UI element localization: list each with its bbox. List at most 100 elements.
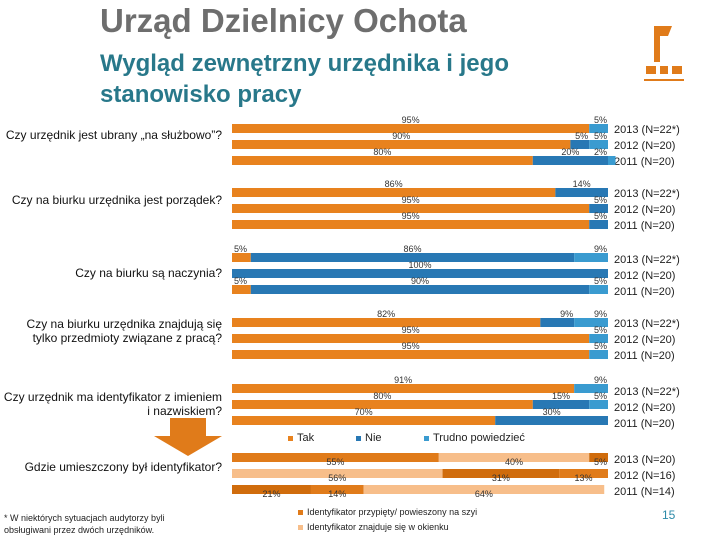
data-label: 13% bbox=[575, 473, 593, 483]
page-subtitle: Wygląd zewnętrzny urzędnika i jego stano… bbox=[100, 50, 509, 108]
legend-swatch bbox=[288, 435, 293, 441]
year-label: 2012 (N=20) bbox=[614, 334, 676, 346]
data-label: 9% bbox=[560, 309, 573, 319]
bar-segment-nie bbox=[589, 220, 608, 229]
year-label: 2011 (N=20) bbox=[614, 286, 675, 298]
bar-segment-location bbox=[559, 469, 608, 478]
legend-swatch bbox=[356, 435, 361, 441]
year-label: 2012 (N=20) bbox=[614, 270, 676, 282]
year-label: 2012 (N=20) bbox=[614, 204, 676, 216]
data-label: 9% bbox=[594, 375, 607, 385]
legend-item-na-szyi: Identyfikator przypięty/ powieszony na s… bbox=[298, 507, 477, 517]
data-label: 5% bbox=[594, 276, 607, 286]
data-label: 5% bbox=[594, 391, 607, 401]
bar-segment-tak bbox=[232, 400, 533, 409]
data-label: 95% bbox=[402, 211, 420, 221]
year-label: 2012 (N=16) bbox=[614, 470, 676, 482]
bar-segment-tak bbox=[232, 334, 590, 343]
bar-segment-nie bbox=[555, 188, 608, 197]
data-label: 70% bbox=[355, 407, 373, 417]
bar-segment-nie bbox=[589, 204, 608, 213]
data-label: 5% bbox=[594, 341, 607, 351]
bar-segment-location bbox=[363, 485, 605, 494]
year-label: 2011 (N=14) bbox=[614, 486, 675, 498]
legend-item-trudno: Trudno powiedzieć bbox=[424, 432, 525, 444]
page-title: Urząd Dzielnicy Ochota bbox=[100, 2, 467, 39]
arrow-down-icon bbox=[154, 418, 222, 456]
year-label: 2011 (N=20) bbox=[614, 220, 675, 232]
data-label: 5% bbox=[594, 115, 607, 125]
bar-segment-tak bbox=[232, 124, 590, 133]
bar-segment-location bbox=[438, 453, 590, 462]
bar-segment-tak bbox=[232, 204, 590, 213]
bar-segment-location bbox=[589, 453, 608, 462]
data-label: 82% bbox=[377, 309, 395, 319]
data-label: 40% bbox=[505, 457, 523, 467]
bar-segment-location bbox=[310, 485, 364, 494]
bar-segment-trudno bbox=[574, 318, 608, 327]
bar-segment-tak bbox=[232, 318, 541, 327]
legend-item-w-okienku: Identyfikator znajduje się w okienku bbox=[298, 522, 449, 532]
bar-segment-location bbox=[232, 485, 311, 494]
year-label: 2011 (N=20) bbox=[614, 418, 675, 430]
year-label: 2012 (N=20) bbox=[614, 402, 676, 414]
year-label: 2013 (N=22*) bbox=[614, 124, 680, 136]
data-label: 5% bbox=[234, 244, 247, 254]
data-label: 95% bbox=[402, 325, 420, 335]
year-label: 2011 (N=20) bbox=[614, 350, 675, 362]
data-label: 15% bbox=[552, 391, 570, 401]
data-label: 86% bbox=[403, 244, 421, 254]
data-label: 80% bbox=[373, 391, 391, 401]
bar-segment-trudno bbox=[589, 350, 608, 359]
data-label: 5% bbox=[234, 276, 247, 286]
data-label: 9% bbox=[594, 244, 607, 254]
bar-segment-nie bbox=[540, 318, 575, 327]
bar-segment-trudno bbox=[589, 285, 608, 294]
data-label: 90% bbox=[411, 276, 429, 286]
legend-swatch bbox=[424, 435, 429, 441]
data-label: 5% bbox=[575, 131, 588, 141]
year-label: 2012 (N=20) bbox=[614, 140, 676, 152]
bar-segment-nie bbox=[232, 269, 608, 278]
bar-segment-trudno bbox=[574, 384, 608, 393]
data-label: 5% bbox=[594, 195, 607, 205]
question-label: Czy urzędnik ma identyfikator z imieniem… bbox=[3, 390, 222, 418]
data-label: 100% bbox=[408, 260, 431, 270]
bar-segment-location bbox=[232, 469, 443, 478]
data-label: 80% bbox=[373, 147, 391, 157]
data-label: 9% bbox=[594, 309, 607, 319]
question-label: Czy na biurku są naczynia? bbox=[75, 266, 222, 280]
year-label: 2013 (N=22*) bbox=[614, 188, 680, 200]
year-label: 2013 (N=22*) bbox=[614, 386, 680, 398]
bar-segment-tak bbox=[232, 220, 590, 229]
bar-segment-nie bbox=[532, 156, 608, 165]
data-label: 5% bbox=[594, 457, 607, 467]
data-label: 55% bbox=[326, 457, 344, 467]
bar-segment-tak bbox=[232, 416, 496, 425]
year-label: 2013 (N=22*) bbox=[614, 318, 680, 330]
data-label: 91% bbox=[394, 375, 412, 385]
data-label: 90% bbox=[392, 131, 410, 141]
year-label: 2011 (N=20) bbox=[614, 156, 675, 168]
bar-segment-trudno bbox=[589, 400, 608, 409]
bar-segment-nie bbox=[495, 416, 608, 425]
legend-swatch bbox=[298, 525, 303, 531]
data-label: 86% bbox=[385, 179, 403, 189]
year-label: 2013 (N=22*) bbox=[614, 254, 680, 266]
arc-logo bbox=[644, 26, 684, 81]
bar-segment-tak bbox=[232, 384, 575, 393]
bar-segment-trudno bbox=[589, 334, 608, 343]
bar-segment-tak bbox=[232, 156, 533, 165]
bar-segment-nie bbox=[250, 253, 575, 262]
year-label: 2013 (N=20) bbox=[614, 454, 676, 466]
data-label: 14% bbox=[328, 489, 346, 499]
footnote: * W niektórych sytuacjach audytorzy byli… bbox=[4, 513, 165, 535]
bar-segment-location bbox=[442, 469, 560, 478]
data-label: 95% bbox=[402, 195, 420, 205]
bar-segment-trudno bbox=[574, 253, 608, 262]
bar-segment-nie bbox=[250, 285, 590, 294]
question-label: Czy na biurku urzędnika jest porządek? bbox=[11, 193, 222, 207]
question-label: Gdzie umieszczony był identyfikator? bbox=[24, 460, 222, 474]
bar-segment-trudno bbox=[608, 156, 616, 165]
bar-segment-trudno bbox=[589, 140, 608, 149]
